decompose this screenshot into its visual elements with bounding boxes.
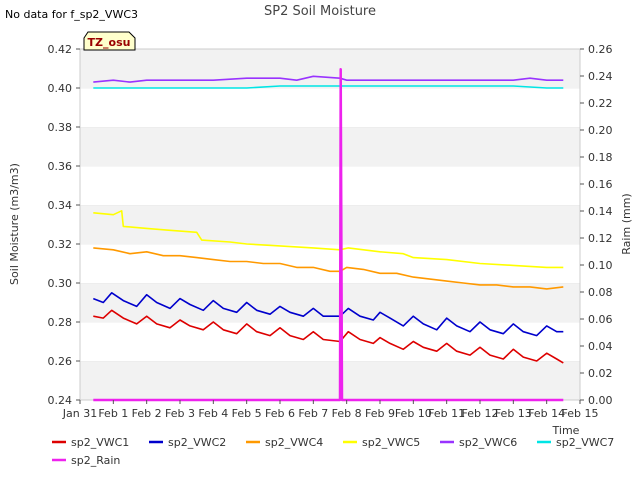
- x-tick-label: Feb 6: [265, 407, 295, 420]
- x-tick-label: Feb 8: [332, 407, 362, 420]
- series-layer: [93, 68, 564, 402]
- y2-tick-label: 0.26: [588, 43, 613, 56]
- x-tick-label: Feb 10: [395, 407, 432, 420]
- y2-tick-label: 0.02: [588, 367, 613, 380]
- x-tick-label: Feb 2: [132, 407, 162, 420]
- series-line-sp2_Rain: [93, 68, 564, 402]
- series-line-sp2_VWC1: [93, 309, 564, 364]
- y-tick-label: 0.30: [48, 277, 73, 290]
- x-tick-label: Feb 15: [562, 407, 599, 420]
- grid-band: [80, 88, 580, 127]
- legend-label: sp2_VWC1: [71, 436, 129, 449]
- grid-band: [80, 244, 580, 283]
- grid-band: [80, 49, 580, 88]
- tz-badge-label: TZ_osu: [88, 36, 131, 49]
- x-tick-label: Feb 4: [198, 407, 228, 420]
- series-line-sp2_VWC6: [93, 75, 564, 83]
- y2-tick-label: 0.22: [588, 97, 613, 110]
- x-tick-label: Feb 14: [528, 407, 565, 420]
- x-tick-label: Feb 13: [495, 407, 532, 420]
- grid-bands: [80, 48, 580, 400]
- x-tick-label: Feb 3: [165, 407, 195, 420]
- y2-tick-label: 0.14: [588, 205, 613, 218]
- no-data-note: No data for f_sp2_VWC3: [5, 8, 138, 21]
- y-tick-label: 0.24: [48, 394, 73, 407]
- y-tick-label: 0.28: [48, 316, 73, 329]
- x-tick-label: Feb 12: [462, 407, 499, 420]
- y2-tick-label: 0.04: [588, 340, 613, 353]
- y-tick-label: 0.34: [48, 199, 73, 212]
- chart-title: SP2 Soil Moisture: [264, 4, 376, 19]
- grid-band: [80, 166, 580, 205]
- legend-label: sp2_Rain: [71, 454, 120, 467]
- y2-tick-label: 0.16: [588, 178, 613, 191]
- y2-tick-label: 0.08: [588, 286, 613, 299]
- tz-badge-shape: [83, 31, 136, 51]
- grid-band: [80, 361, 580, 400]
- y-tick-label: 0.26: [48, 355, 73, 368]
- x-tick-label: Feb 1: [98, 407, 128, 420]
- y-tick-label: 0.32: [48, 238, 73, 251]
- y-tick-label: 0.42: [48, 43, 73, 56]
- legend-label: sp2_VWC6: [459, 436, 517, 449]
- y-axis-title: Soil Moisture (m3/m3): [8, 163, 21, 285]
- tz-badge: TZ_osu: [83, 31, 136, 51]
- x-axis-title: Time: [552, 424, 580, 437]
- legend-label: sp2_VWC7: [556, 436, 614, 449]
- grid-band: [80, 127, 580, 166]
- legend-label: sp2_VWC4: [265, 436, 323, 449]
- series-line-sp2_VWC5: [93, 210, 564, 269]
- series-line-sp2_VWC4: [93, 247, 564, 290]
- y2-tick-label: 0.00: [588, 394, 613, 407]
- legend-label: sp2_VWC2: [168, 436, 226, 449]
- y2-tick-label: 0.20: [588, 124, 613, 137]
- x-tick-label: Feb 5: [232, 407, 262, 420]
- x-tick-label: Feb 7: [298, 407, 328, 420]
- series-line-sp2_VWC2: [93, 291, 564, 337]
- axes-layer: 0.24 0.26 0.28 0.30 0.32 0.34 0.36 0.38 0.40 0.42…: [48, 43, 613, 420]
- y2-tick-label: 0.06: [588, 313, 613, 326]
- x-tick-label: Feb 11: [428, 407, 465, 420]
- x-tick-label: Jan 31: [62, 407, 97, 420]
- y2-tick-label: 0.18: [588, 151, 613, 164]
- y2-tick-label: 0.12: [588, 232, 613, 245]
- grid-band: [80, 322, 580, 361]
- y-tick-label: 0.38: [48, 121, 73, 134]
- legend-label: sp2_VWC5: [362, 436, 420, 449]
- x-tick-label: Feb 9: [365, 407, 395, 420]
- legend: sp2_VWC1 sp2_VWC2 sp2_VWC4 sp2_VWC5 sp2_VWC6…: [52, 436, 614, 467]
- y-tick-label: 0.40: [48, 82, 73, 95]
- y-tick-label: 0.36: [48, 160, 73, 173]
- grid-band: [80, 205, 580, 244]
- y2-axis-title: Raim (mm): [620, 193, 633, 254]
- series-line-sp2_VWC7: [93, 85, 564, 89]
- y2-tick-label: 0.10: [588, 259, 613, 272]
- y2-tick-label: 0.24: [588, 70, 613, 83]
